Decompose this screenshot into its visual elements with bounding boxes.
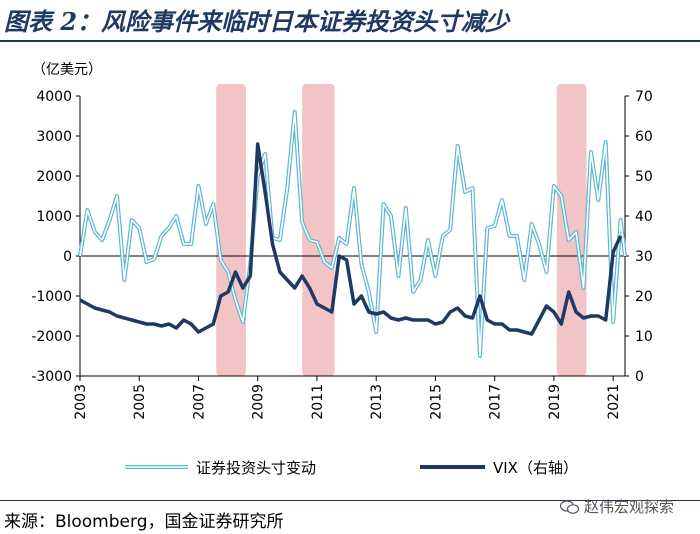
y-right-tick-label: 0 [635, 369, 644, 385]
x-tick-label: 2015 [428, 384, 444, 420]
y-right-tick-label: 50 [635, 169, 653, 185]
shaded-period-1 [216, 84, 246, 376]
axes: -3000 -2000 -1000 0 1000 2000 3000 4000 0 10 20 30 4… [31, 62, 653, 420]
y-left-tick-label: -1000 [31, 289, 72, 305]
x-tick-label: 2007 [191, 384, 207, 420]
y-left-tick-label: 1000 [36, 209, 72, 225]
x-tick-label: 2019 [547, 384, 563, 420]
shaded-periods [216, 84, 587, 376]
source-note: 来源：Bloomberg，国金证券研究所 [4, 512, 284, 532]
flows-line [79, 111, 626, 357]
x-tick-label: 2003 [73, 384, 89, 420]
x-tick-label: 2013 [369, 384, 385, 420]
y-left-unit-label: （亿美元） [32, 62, 102, 78]
watermark-text: 赵伟宏观探索 [584, 498, 675, 516]
source-divider [0, 500, 700, 501]
y-right-tick-label: 40 [635, 209, 653, 225]
legend-flows-label: 证券投资头寸变动 [196, 459, 316, 477]
x-tick-label: 2021 [606, 384, 622, 420]
shaded-period-2 [302, 84, 335, 376]
title-divider [0, 40, 700, 42]
y-left-tick-label: 4000 [36, 89, 72, 105]
wechat-icon [560, 500, 580, 514]
y-left-tick-label: -3000 [31, 369, 72, 385]
y-right-tick-label: 70 [635, 89, 653, 105]
series-lines [78, 110, 627, 358]
flows-line-outer [78, 110, 627, 358]
x-tick-label: 2009 [251, 384, 267, 420]
chart: -3000 -2000 -1000 0 1000 2000 3000 4000 0 10 20 30 4… [31, 62, 653, 477]
x-tick-label: 2005 [132, 384, 148, 420]
y-left-tick-label: 3000 [36, 129, 72, 145]
y-right-tick-label: 10 [635, 329, 653, 345]
legend-vix-label: VIX（右轴） [493, 459, 578, 477]
y-left-tick-label: 2000 [36, 169, 72, 185]
y-right-tick-label: 60 [635, 129, 653, 145]
x-tick-label: 2017 [488, 384, 504, 420]
legend: 证券投资头寸变动 VIX（右轴） [125, 459, 578, 477]
y-right-tick-label: 30 [635, 249, 653, 265]
x-tick-label: 2011 [310, 384, 326, 420]
y-left-tick-label: 0 [63, 249, 72, 265]
y-right-tick-label: 20 [635, 289, 653, 305]
y-left-tick-label: -2000 [31, 329, 72, 345]
watermark: 赵伟宏观探索 [560, 496, 674, 517]
page-title: 图表 2：风险事件来临时日本证券投资头寸减少 [4, 7, 510, 36]
shaded-period-3 [556, 84, 587, 376]
vix-line [79, 142, 623, 336]
